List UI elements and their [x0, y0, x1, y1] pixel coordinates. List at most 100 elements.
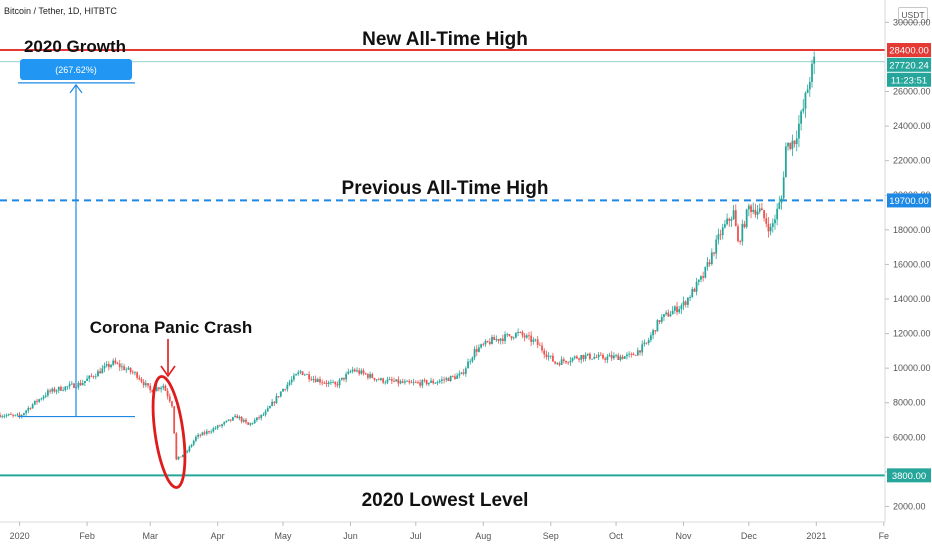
candle-body	[486, 341, 489, 342]
candle-body	[802, 108, 805, 112]
candle-body	[321, 382, 324, 384]
candle-body	[774, 219, 776, 224]
candle-body	[199, 434, 202, 436]
candle-body	[434, 382, 437, 384]
candle-body	[495, 339, 498, 341]
time-tick-label: Dec	[741, 531, 758, 541]
candle-body	[652, 330, 654, 336]
candle-body	[373, 377, 376, 380]
candle-body	[427, 382, 430, 385]
candle-body	[303, 374, 306, 376]
candle-body	[721, 227, 724, 236]
candle-body	[88, 375, 91, 379]
candle-body	[94, 376, 97, 378]
candle-body	[687, 297, 689, 305]
currency-unit-button[interactable]: USDT	[898, 7, 928, 23]
candle-body	[623, 356, 626, 359]
candle-body	[547, 355, 550, 357]
candle-body	[144, 383, 147, 386]
time-tick-label: Feb	[79, 531, 95, 541]
candle-body	[236, 415, 239, 419]
candle-body	[530, 335, 533, 342]
candle-body	[421, 380, 424, 386]
candle-body	[558, 363, 561, 365]
candle-body	[745, 209, 748, 228]
candle-body	[628, 353, 631, 355]
candle-body	[306, 374, 308, 376]
candle-body	[658, 320, 661, 322]
candle-body	[18, 414, 21, 417]
price-tick-label: 6000.00	[893, 432, 926, 442]
level-price-tag-bg	[887, 43, 931, 58]
candle-body	[310, 379, 313, 380]
candle-body	[308, 374, 311, 380]
candle-body	[16, 414, 19, 416]
price-tick-label: 16000.00	[893, 259, 931, 269]
candle-body	[704, 266, 707, 278]
candle-body	[636, 350, 639, 356]
candle-body	[663, 314, 665, 317]
time-tick-label: May	[274, 531, 292, 541]
level-price-tag-bg	[887, 193, 931, 208]
time-tick-label: Nov	[676, 531, 693, 541]
candle-body	[66, 386, 69, 388]
candle-body	[552, 355, 554, 362]
price-tick-label: 14000.00	[893, 294, 931, 304]
candle-body	[181, 454, 184, 457]
candle-body	[761, 208, 763, 211]
candle-body	[684, 301, 687, 305]
candle-body	[800, 111, 803, 124]
levels-layer	[0, 49, 885, 477]
candle-body	[0, 414, 1, 418]
candle-body	[364, 373, 367, 375]
candle-body	[116, 363, 119, 365]
candle-body	[49, 390, 51, 392]
candle-body	[197, 434, 199, 437]
candle-body	[710, 252, 713, 265]
price-axis: 2000.004000.006000.008000.0010000.001200…	[885, 17, 931, 511]
candle-body	[641, 344, 644, 353]
candle-body	[458, 373, 461, 376]
candle-body	[578, 358, 580, 360]
candle-body	[793, 140, 796, 145]
candle-body	[271, 401, 274, 407]
candle-body	[436, 382, 439, 383]
candle-body	[484, 341, 487, 345]
candle-body	[804, 92, 807, 109]
candle-body	[571, 357, 574, 361]
candle-body	[99, 371, 102, 374]
candle-body	[142, 381, 145, 386]
candle-body	[127, 367, 130, 370]
candle-body	[190, 444, 193, 447]
candle-body	[1, 416, 4, 418]
candle-body	[776, 208, 779, 220]
time-tick-label: Jun	[343, 531, 358, 541]
candle-body	[351, 369, 354, 372]
candle-body	[5, 415, 8, 417]
candle-body	[134, 372, 136, 374]
candle-body	[534, 339, 537, 341]
candle-body	[754, 209, 757, 215]
candle-body	[719, 234, 722, 236]
candle-body	[473, 349, 476, 358]
candle-body	[118, 363, 121, 368]
candle-body	[438, 380, 441, 383]
candle-body	[282, 388, 284, 392]
candle-body	[706, 262, 709, 267]
previous-ath-label: Previous All-Time High	[342, 178, 549, 199]
candle-body	[325, 382, 328, 385]
candle-body	[221, 424, 223, 427]
candle-body	[77, 382, 80, 388]
candle-body	[3, 415, 6, 417]
candle-body	[771, 223, 774, 227]
candle-body	[456, 375, 459, 379]
candle-body	[371, 374, 374, 378]
candle-body	[654, 330, 657, 332]
candle-body	[515, 333, 517, 338]
candle-body	[53, 388, 56, 392]
candle-body	[166, 390, 169, 397]
candle-body	[292, 375, 295, 380]
candle-body	[504, 334, 506, 342]
candle-body	[171, 401, 173, 407]
